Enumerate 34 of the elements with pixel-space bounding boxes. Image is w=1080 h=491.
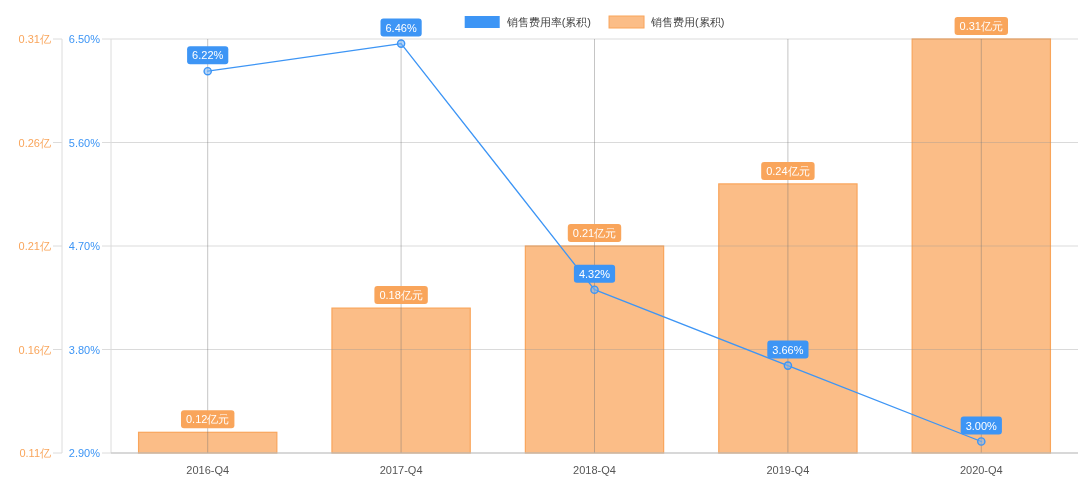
data-label: 6.46%	[380, 18, 422, 37]
legend-label: 销售费用率(累积)	[506, 16, 592, 28]
y2-tick-label: 2.90%	[68, 447, 101, 459]
data-label: 4.32%	[578, 267, 611, 280]
data-label: 3.00%	[965, 419, 998, 432]
data-label: 0.12亿元	[185, 413, 230, 426]
data-label: 6.22%	[192, 49, 224, 62]
data-label: 0.31亿元	[959, 20, 1004, 32]
y2-tick-label: 6.50%	[68, 33, 101, 45]
data-label: 0.12亿元	[181, 410, 235, 429]
x-tick-label: 2016-Q4	[186, 464, 230, 476]
x-tick-label: 2017-Q4	[379, 464, 423, 476]
data-label: 6.22%	[187, 46, 229, 65]
y-tick-label: 0.11亿	[19, 447, 51, 459]
data-label: 6.46%	[385, 21, 417, 34]
data-label: 0.24亿元	[766, 164, 810, 177]
x-tick-label: 2018-Q4	[573, 464, 616, 476]
data-label: 0.21亿元	[572, 227, 617, 239]
y2-tick-label: 3.80%	[68, 343, 101, 356]
data-label: 0.24亿元	[761, 161, 815, 180]
x-tick-label: 2020-Q4	[959, 464, 1003, 476]
x-tick-label: 2019-Q4	[766, 464, 810, 476]
data-label: 0.21亿元	[567, 224, 622, 242]
y2-tick-label: 5.60%	[68, 136, 101, 149]
y-tick-label: 0.16亿	[18, 343, 51, 356]
data-label: 0.31亿元	[954, 17, 1008, 35]
y2-tick-label: 4.70%	[68, 240, 101, 252]
data-label: 3.66%	[772, 343, 804, 356]
y-tick-label: 0.26亿	[18, 136, 51, 149]
y-tick-label: 0.21亿	[18, 240, 51, 252]
legend-label: 销售费用(累积)	[651, 16, 725, 28]
data-label: 0.18亿元	[374, 286, 428, 305]
y-tick-label: 0.31亿	[18, 33, 51, 45]
data-label: 0.18亿元	[379, 289, 423, 302]
